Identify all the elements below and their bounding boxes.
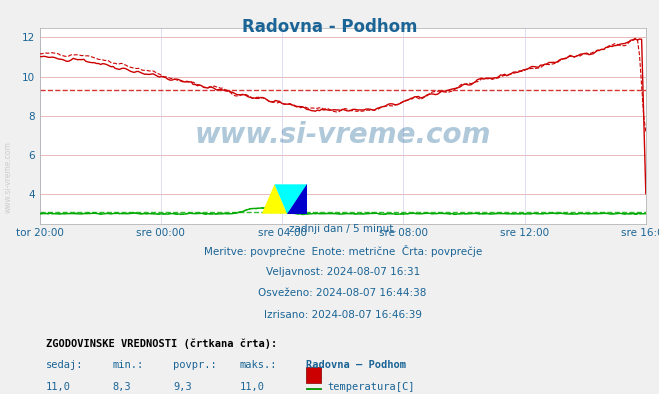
Text: min.:: min.: — [112, 360, 144, 370]
Text: 11,0: 11,0 — [240, 381, 265, 392]
Polygon shape — [262, 184, 287, 214]
Text: www.si-vreme.com: www.si-vreme.com — [194, 121, 491, 149]
Text: 9,3: 9,3 — [173, 381, 192, 392]
Text: Radovna – Podhom: Radovna – Podhom — [306, 360, 407, 370]
Text: povpr.:: povpr.: — [173, 360, 217, 370]
Text: temperatura[C]: temperatura[C] — [328, 381, 415, 392]
Text: 8,3: 8,3 — [112, 381, 131, 392]
Polygon shape — [287, 184, 307, 214]
Text: maks.:: maks.: — [240, 360, 277, 370]
Text: sedaj:: sedaj: — [45, 360, 83, 370]
Text: Meritve: povprečne  Enote: metrične  Črta: povprečje: Meritve: povprečne Enote: metrične Črta:… — [204, 245, 482, 257]
Text: www.si-vreme.com: www.si-vreme.com — [3, 141, 13, 213]
Text: Radovna - Podhom: Radovna - Podhom — [242, 18, 417, 36]
Text: zadnji dan / 5 minut.: zadnji dan / 5 minut. — [289, 223, 397, 234]
Text: ZGODOVINSKE VREDNOSTI (črtkana črta):: ZGODOVINSKE VREDNOSTI (črtkana črta): — [45, 338, 277, 349]
Text: Osveženo: 2024-08-07 16:44:38: Osveženo: 2024-08-07 16:44:38 — [258, 288, 427, 299]
Polygon shape — [275, 184, 307, 214]
Text: Izrisano: 2024-08-07 16:46:39: Izrisano: 2024-08-07 16:46:39 — [264, 310, 422, 320]
FancyBboxPatch shape — [306, 366, 322, 383]
FancyBboxPatch shape — [306, 388, 322, 394]
Text: 11,0: 11,0 — [45, 381, 71, 392]
Text: Veljavnost: 2024-08-07 16:31: Veljavnost: 2024-08-07 16:31 — [266, 267, 420, 277]
